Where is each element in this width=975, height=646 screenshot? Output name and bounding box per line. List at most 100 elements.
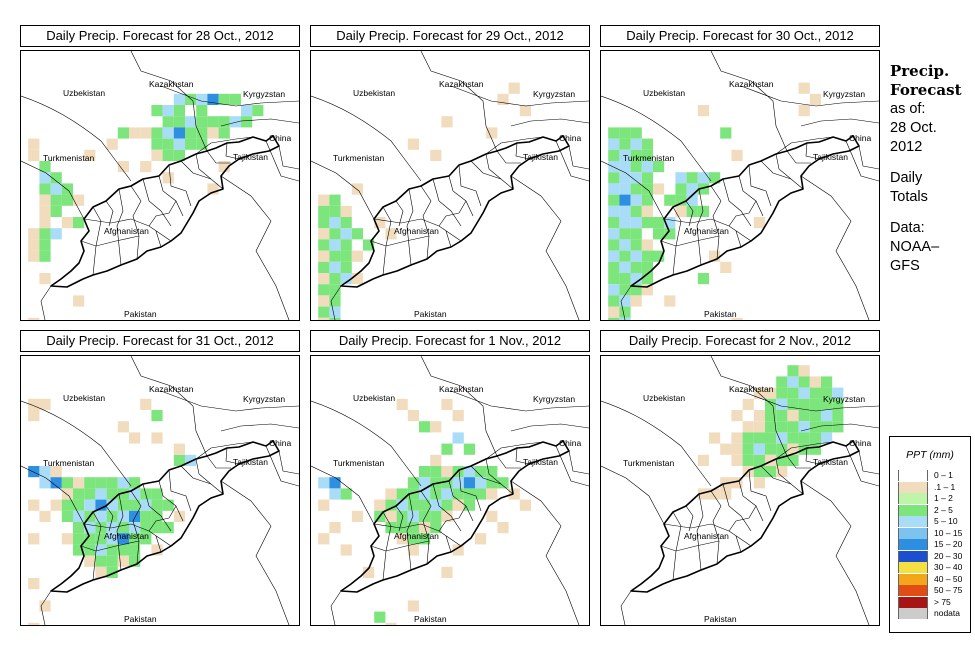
- province-border: [738, 480, 764, 522]
- caption-title-line1: Precip.: [890, 62, 950, 80]
- precip-cell: [129, 477, 141, 489]
- precip-cell: [162, 499, 174, 511]
- precip-cell: [809, 387, 821, 399]
- province-border: [158, 480, 184, 522]
- label-turkmenistan: Turkmenistan: [623, 153, 674, 163]
- precip-cell: [151, 499, 163, 511]
- precip-cell: [619, 205, 631, 217]
- precip-cell: [832, 387, 844, 399]
- precip-cell: [641, 138, 653, 150]
- province-border: [672, 206, 682, 276]
- precip-cell: [61, 217, 73, 229]
- precip-cell: [129, 555, 141, 567]
- precip-cell: [84, 555, 96, 567]
- precip-cell: [486, 488, 498, 500]
- country-border: [278, 145, 299, 170]
- precip-cell: [95, 510, 107, 522]
- province-border: [206, 150, 231, 164]
- precip-cell: [318, 284, 330, 296]
- precip-cell: [385, 622, 397, 625]
- precip-cell: [508, 488, 520, 500]
- precip-cell: [28, 317, 40, 320]
- panel-title: Daily Precip. Forecast for 28 Oct., 2012: [20, 25, 300, 47]
- label-afghanistan: Afghanistan: [104, 531, 149, 541]
- province-border: [130, 185, 142, 260]
- precip-cell: [28, 578, 40, 590]
- precip-cell: [28, 149, 40, 161]
- province-border: [663, 218, 752, 242]
- precip-cell: [619, 172, 631, 184]
- precip-cell: [765, 443, 777, 455]
- precip-cell: [608, 149, 620, 161]
- precip-cell: [787, 410, 799, 422]
- precip-cell: [787, 443, 799, 455]
- precip-cell: [463, 477, 475, 489]
- label-tajikistan: Tajikistan: [523, 152, 558, 162]
- legend-item: 2 – 5: [898, 504, 968, 516]
- province-border: [710, 185, 722, 260]
- precip-cell: [61, 499, 73, 511]
- precip-cell: [731, 454, 743, 466]
- precip-cell: [675, 205, 687, 217]
- precip-cell: [608, 172, 620, 184]
- country-border: [330, 285, 342, 320]
- precip-cell: [619, 295, 631, 307]
- map-svg: Kazakhstan Uzbekistan Kyrgyzstan China Turkm…: [311, 356, 589, 625]
- precip-cell: [630, 273, 642, 285]
- precip-cell: [151, 138, 163, 150]
- precip-cell: [140, 127, 152, 139]
- precip-cell: [630, 127, 642, 139]
- province-border: [445, 230, 452, 248]
- label-china: China: [559, 133, 581, 143]
- country-border: [265, 140, 299, 182]
- label-afghanistan: Afghanistan: [394, 226, 439, 236]
- precip-cell: [441, 477, 453, 489]
- precip-cell: [129, 544, 141, 556]
- precip-cell: [463, 499, 475, 511]
- afghanistan-outline: [630, 135, 860, 288]
- legend-label: 40 – 50: [934, 573, 963, 584]
- precip-map: Kazakhstan Uzbekistan Kyrgyzstan China Turkm…: [310, 355, 590, 626]
- province-border: [663, 523, 752, 547]
- precip-cell: [787, 387, 799, 399]
- province-border: [206, 455, 231, 469]
- precip-cell: [28, 239, 40, 251]
- precip-cell: [821, 410, 833, 422]
- panel-title: Daily Precip. Forecast for 31 Oct., 2012: [20, 330, 300, 352]
- precip-cell: [329, 261, 341, 273]
- label-turkmenistan: Turkmenistan: [333, 458, 384, 468]
- precip-cell: [787, 398, 799, 410]
- country-border: [710, 51, 788, 152]
- precip-cell: [407, 544, 419, 556]
- country-border: [740, 85, 879, 107]
- precip-cell: [117, 488, 129, 500]
- precip-cell: [608, 273, 620, 285]
- legend-swatch: [898, 550, 928, 562]
- precip-cell: [809, 398, 821, 410]
- precip-cell: [765, 466, 777, 478]
- country-border: [858, 450, 879, 475]
- precip-cell: [731, 317, 743, 320]
- precip-cell: [608, 250, 620, 262]
- map-svg: Kazakhstan Uzbekistan Kyrgyzstan China Turkm…: [311, 51, 589, 320]
- precip-map: Kazakhstan Uzbekistan Kyrgyzstan China Turkm…: [310, 50, 590, 321]
- precip-cell: [641, 194, 653, 206]
- precip-cell: [608, 183, 620, 195]
- country-border: [555, 140, 589, 182]
- precip-cell: [329, 295, 341, 307]
- precip-cell: [117, 161, 129, 173]
- precip-cell: [776, 443, 788, 455]
- precip-cell: [619, 261, 631, 273]
- province-border: [142, 178, 172, 227]
- precip-cell: [28, 138, 40, 150]
- precip-cell: [641, 217, 653, 229]
- precip-cell: [50, 477, 62, 489]
- country-border: [130, 51, 208, 152]
- country-border: [775, 441, 834, 460]
- precip-cell: [619, 217, 631, 229]
- label-kazakhstan: Kazakhstan: [439, 79, 484, 89]
- precip-cell: [117, 522, 129, 534]
- precip-cell: [106, 555, 118, 567]
- province-border: [458, 469, 482, 512]
- precip-cell: [787, 454, 799, 466]
